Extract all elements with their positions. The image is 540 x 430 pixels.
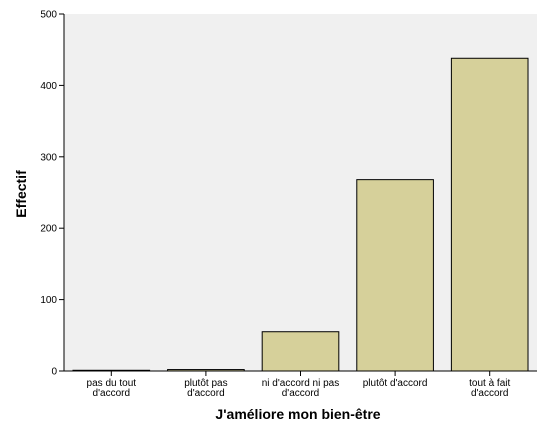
x-category-label: plutôt d'accord bbox=[363, 378, 428, 389]
y-axis-ticks: 0 100 200 300 400 500 bbox=[40, 10, 64, 378]
y-tick-label: 0 bbox=[51, 367, 57, 378]
y-tick-label: 100 bbox=[40, 295, 57, 306]
bar bbox=[261, 331, 340, 372]
x-axis-categories: pas du tout d'accord plutôt pas d'accord ni … bbox=[87, 371, 510, 399]
x-category-label: pas du tout d'accord bbox=[87, 378, 137, 399]
x-category-label: ni d'accord ni pas d'accord bbox=[262, 378, 340, 399]
y-axis-title: Effectif bbox=[13, 170, 29, 218]
x-category-label: tout à fait d'accord bbox=[469, 378, 510, 399]
y-tick-label: 300 bbox=[40, 152, 57, 163]
y-tick-label: 400 bbox=[40, 81, 57, 92]
x-category-label: plutôt pas d'accord bbox=[184, 378, 227, 399]
y-tick-label: 200 bbox=[40, 224, 57, 235]
x-axis-title: J'améliore mon bien-être bbox=[215, 406, 380, 422]
bar bbox=[356, 179, 434, 372]
bar-group bbox=[72, 57, 529, 372]
y-tick-label: 500 bbox=[40, 10, 57, 21]
bar bbox=[450, 57, 529, 372]
